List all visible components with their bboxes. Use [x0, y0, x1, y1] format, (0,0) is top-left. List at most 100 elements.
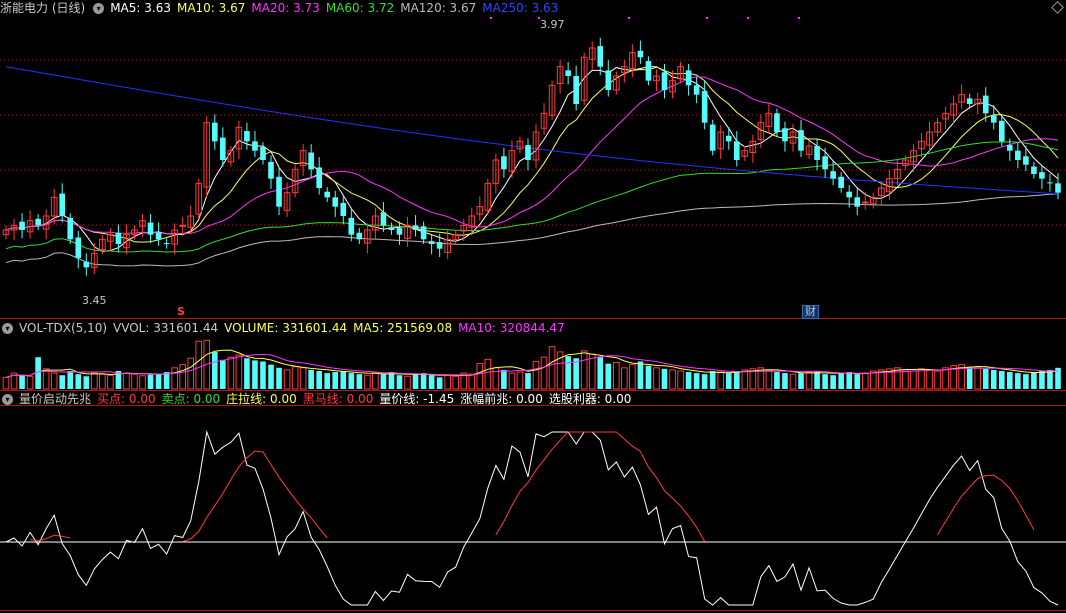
- candle-body: [926, 131, 933, 146]
- volume-bar: [468, 373, 476, 390]
- volume-bar: [252, 360, 258, 389]
- volume-bar: [540, 356, 548, 390]
- chevron-down-icon[interactable]: ▾: [93, 3, 105, 14]
- volume-bar: [388, 372, 395, 389]
- volume-bar: [460, 372, 468, 390]
- signal-dot: [538, 17, 540, 19]
- chevron-down-icon[interactable]: ▾: [2, 323, 13, 334]
- candle-body: [846, 191, 853, 198]
- candle-body: [677, 66, 684, 80]
- ma10-line: [5, 66, 1059, 243]
- candle-body: [388, 227, 395, 230]
- volume-bar: [580, 350, 588, 390]
- candle-body: [59, 193, 66, 216]
- candle-body: [854, 197, 861, 207]
- signal-dot: [628, 17, 630, 19]
- chevron-down-icon[interactable]: ▾: [2, 394, 13, 405]
- candle-body: [203, 122, 211, 188]
- volume-bar: [525, 373, 531, 389]
- candle-body: [340, 202, 347, 216]
- volume-bar: [934, 370, 941, 390]
- volume-bar: [276, 367, 282, 389]
- volume-bar: [26, 375, 34, 390]
- volume-bar: [244, 358, 250, 389]
- volume-bar: [412, 374, 419, 389]
- candle-body: [420, 226, 427, 240]
- vvol-label: VVOL: 331601.44: [113, 321, 219, 335]
- volume-bar: [1039, 370, 1045, 389]
- ma5-label: MA5: 3.63: [110, 1, 171, 15]
- volume-bar: [814, 370, 820, 389]
- candle-body: [1031, 166, 1037, 174]
- candle-body: [894, 168, 901, 180]
- volume-bar: [1031, 372, 1037, 389]
- candle-body: [179, 224, 186, 227]
- zhuang-line: [182, 450, 328, 542]
- candle-body: [645, 61, 652, 81]
- candle-body: [830, 171, 836, 179]
- candle-body: [878, 187, 885, 196]
- candle-body: [50, 196, 58, 217]
- candle-body: [299, 150, 307, 167]
- candle-body: [798, 130, 804, 151]
- candle-body: [774, 113, 780, 132]
- volume-header: ▾ VOL-TDX(5,10) VVOL: 331601.44 VOLUME: 331…: [0, 320, 571, 336]
- volume-bar: [99, 373, 106, 390]
- volume-bar: [452, 375, 460, 390]
- candle-body: [380, 212, 387, 226]
- volume-bar: [974, 367, 982, 390]
- candle-body: [573, 76, 579, 104]
- s-marker[interactable]: S: [177, 305, 185, 318]
- volume-bar: [396, 375, 403, 389]
- finance-marker[interactable]: 财: [802, 305, 819, 319]
- candle-body: [35, 218, 41, 226]
- volume-bar: [260, 361, 266, 389]
- volume-bar: [597, 357, 604, 389]
- candle-body: [525, 145, 531, 160]
- volume-bar: [380, 374, 387, 389]
- candlestick-series: [2, 37, 1061, 276]
- volume-bar: [508, 372, 516, 390]
- volume-bar: [725, 373, 732, 389]
- volume-bar: [115, 370, 122, 389]
- liangjia-line: [5, 430, 1059, 606]
- ma10-label: MA10: 3.67: [176, 1, 246, 15]
- candle-body: [276, 176, 282, 207]
- candle-body: [260, 146, 266, 160]
- candle-body: [540, 112, 548, 129]
- volume-bar: [798, 373, 804, 389]
- ma250-line: [5, 66, 1059, 195]
- volume-bar: [637, 361, 644, 389]
- volume-bar: [926, 369, 933, 390]
- signal-dots: [490, 17, 800, 19]
- volume-bar: [1055, 367, 1061, 389]
- candle-body: [227, 150, 235, 163]
- volume-bar: [163, 372, 170, 389]
- candle-body: [717, 131, 725, 150]
- volume-bar: [966, 366, 973, 389]
- volume-bar: [187, 357, 195, 390]
- candle-body: [613, 75, 620, 91]
- volume-bar: [958, 364, 965, 390]
- candle-body: [26, 220, 34, 233]
- candle-body: [115, 232, 122, 244]
- high-price-label: 3.97: [540, 18, 565, 31]
- candle-body: [580, 56, 588, 101]
- candle-body: [139, 220, 146, 227]
- candle-body: [886, 178, 893, 193]
- candle-body: [107, 234, 114, 242]
- volume-bar: [59, 375, 66, 389]
- candle-body: [950, 103, 957, 116]
- candle-body: [942, 112, 949, 120]
- candle-body: [268, 161, 274, 179]
- candle-body: [42, 215, 50, 230]
- volume-bar: [227, 356, 235, 390]
- liangjia-line-label: 量价线: -1.45: [379, 392, 455, 406]
- candle-body: [19, 221, 25, 230]
- candle-body: [356, 232, 363, 240]
- candle-body: [444, 238, 451, 253]
- volume-bar: [701, 374, 708, 389]
- volume-bar: [195, 340, 203, 390]
- volume-bar: [340, 370, 347, 389]
